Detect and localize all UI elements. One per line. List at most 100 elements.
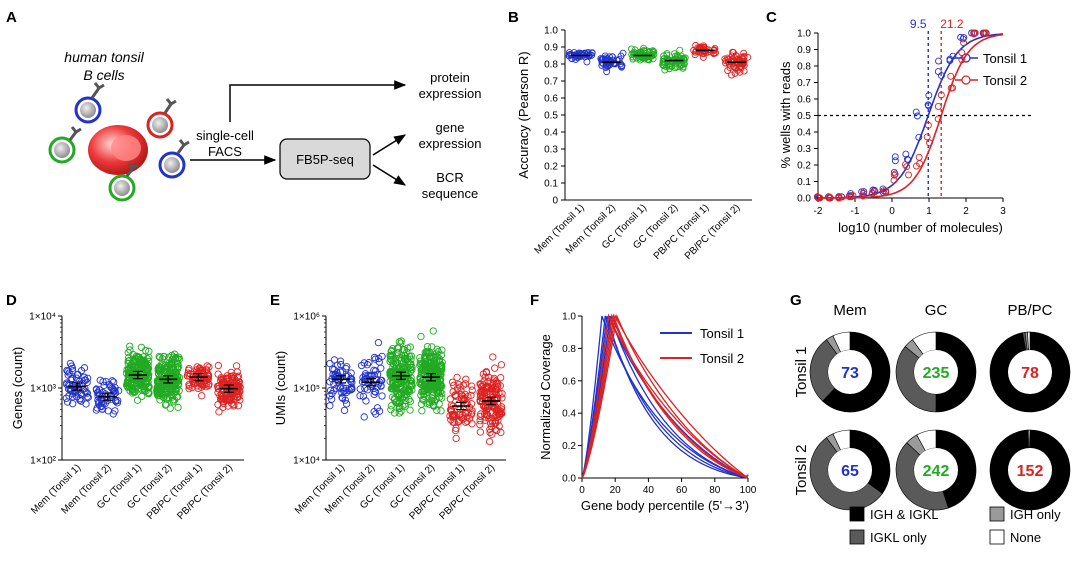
data-point	[497, 361, 506, 369]
data-point	[326, 402, 334, 410]
data-point	[370, 408, 378, 416]
data-point	[912, 108, 920, 116]
data-point	[970, 29, 978, 37]
data-point	[403, 348, 411, 356]
data-point	[361, 384, 369, 393]
data-point	[905, 171, 912, 179]
category-label: PB/PC (Tonsil 2)	[175, 462, 235, 522]
y-tick-label: 0.4	[562, 409, 576, 420]
data-point	[489, 379, 497, 387]
y-tick-label: 1.0	[797, 29, 811, 40]
data-point	[649, 47, 657, 55]
donut-hole	[828, 448, 872, 492]
cell-label-line2: B cells	[83, 67, 124, 83]
data-point	[436, 375, 444, 383]
data-point	[468, 386, 476, 394]
fit-curve-tonsil-2	[818, 33, 1004, 199]
data-point	[438, 389, 446, 398]
y-axis-label: Accuracy (Pearson R)	[516, 51, 531, 178]
data-point	[433, 386, 441, 394]
data-point	[359, 392, 368, 401]
row-header: Tonsil 2	[793, 445, 810, 496]
data-point	[452, 434, 460, 443]
data-point	[68, 374, 76, 383]
data-point	[498, 390, 506, 398]
data-point	[204, 371, 213, 379]
data-point	[711, 45, 719, 52]
data-point	[464, 408, 472, 416]
data-point	[982, 29, 990, 37]
b-cell-illustration	[48, 82, 190, 202]
y-tick-label: 0.8	[562, 344, 576, 355]
data-point	[923, 133, 931, 141]
data-point	[94, 388, 102, 396]
x-tick-label: 40	[643, 485, 655, 496]
y-tick-label: 0.4	[544, 128, 558, 139]
data-point	[402, 396, 410, 404]
panel-letter-g: G	[790, 292, 802, 309]
data-point	[141, 346, 150, 355]
y-tick-label: 0.3	[797, 144, 811, 155]
panel-e-umis-chart: 1×10⁴ 1×10⁵ 1×10⁶ UMIs (count) Mem (Tonsil 1…	[273, 312, 506, 522]
data-point	[934, 102, 942, 110]
y-tick-label: 0.1	[544, 179, 558, 190]
donut-hole	[914, 448, 958, 492]
y-tick-label: 1×10³	[30, 384, 57, 395]
data-point	[204, 375, 212, 383]
legend-label: IGH & IGKL	[870, 507, 939, 522]
data-point	[438, 346, 446, 354]
data-point	[404, 357, 412, 366]
data-point	[446, 395, 455, 403]
donut-count: 152	[1017, 463, 1044, 480]
y-tick-label: 0.0	[562, 474, 576, 485]
legend-swatch	[849, 506, 865, 522]
data-point	[407, 377, 416, 385]
ec50-label: 21.2	[940, 17, 964, 31]
y-tick-label: 0.4	[797, 128, 811, 139]
data-point	[114, 387, 123, 395]
column-header: GC	[925, 302, 948, 319]
data-point	[455, 381, 463, 389]
legend-swatch	[989, 529, 1005, 545]
legend-swatch	[989, 506, 1005, 522]
data-point	[619, 49, 627, 57]
y-tick-label: 1×10⁵	[293, 384, 320, 395]
data-point	[110, 390, 118, 398]
y-axis-label: Normalized Coverage	[538, 334, 553, 460]
data-point	[386, 355, 395, 363]
data-point	[65, 392, 73, 400]
legend-marker	[961, 75, 971, 85]
data-point	[387, 351, 395, 360]
data-point	[165, 359, 173, 367]
data-point	[958, 49, 966, 57]
panel-letter-c: C	[766, 9, 777, 26]
data-point	[902, 150, 910, 158]
y-tick-label: 1×10⁴	[293, 456, 320, 467]
category-label: PB/PC (Tonsil 2)	[437, 462, 497, 522]
data-point	[740, 53, 748, 61]
data-point	[426, 349, 434, 357]
data-point	[171, 350, 179, 358]
data-point	[185, 381, 193, 389]
data-point	[494, 416, 502, 425]
data-point	[328, 390, 336, 398]
data-point	[400, 392, 408, 400]
panel-b-accuracy-chart: 0 0.1 0.2 0.3 0.4 0.5 0.6 0.7 0.8 0.9 1.0 Accuracy …	[516, 26, 752, 262]
cell-blue-top	[74, 82, 105, 124]
data-point	[938, 72, 945, 80]
data-point	[370, 390, 378, 399]
data-point	[394, 399, 402, 408]
data-point	[493, 426, 501, 435]
output-gene-line1: gene	[436, 120, 465, 135]
y-axis-label: UMIs (count)	[273, 351, 288, 425]
data-point	[217, 395, 226, 403]
y-tick-label: 0.8	[544, 60, 558, 71]
data-point	[158, 360, 166, 368]
data-point	[198, 392, 206, 400]
cell-blue-right	[158, 139, 190, 179]
data-point	[184, 369, 192, 377]
x-tick-label: 0	[889, 206, 895, 217]
data-point	[172, 353, 180, 362]
data-point	[109, 388, 118, 396]
